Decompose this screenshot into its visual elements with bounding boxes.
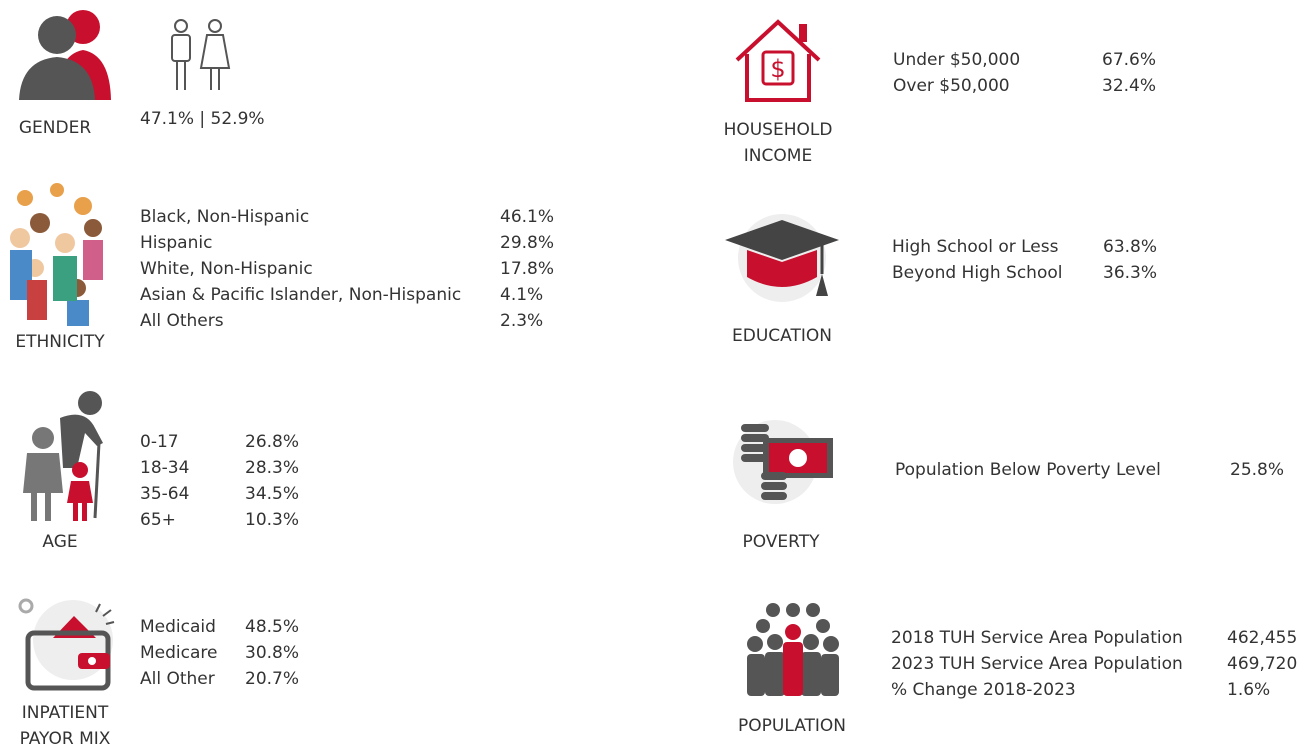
infographic: $ GENDER 47.1% | 52.9% ETHNICITY Black, Non… — [0, 0, 1312, 747]
row-value: 20.7% — [245, 666, 299, 692]
row-label: 18-34 — [140, 455, 189, 481]
row-value: 48.5% — [245, 614, 299, 640]
row-label: All Others — [140, 308, 224, 334]
row-value: 29.8% — [500, 230, 554, 256]
row-value: 17.8% — [500, 256, 554, 282]
cap-icon — [722, 212, 842, 304]
row-value: 63.8% — [1103, 234, 1157, 260]
row-value: 46.1% — [500, 204, 554, 230]
row-label: Black, Non-Hispanic — [140, 204, 309, 230]
section-label: GENDER — [0, 115, 115, 141]
row-label: Over $50,000 — [893, 73, 1010, 99]
row-label: Population Below Poverty Level — [895, 457, 1161, 483]
section-label: HOUSEHOLD INCOME — [713, 117, 843, 169]
row-value: 36.3% — [1103, 260, 1157, 286]
row-label: 47.1% | 52.9% — [140, 106, 265, 132]
row-value: 34.5% — [245, 481, 299, 507]
gender-icon — [15, 5, 115, 100]
section-label: POPULATION — [722, 713, 862, 739]
row-label: High School or Less — [892, 234, 1058, 260]
section-label: AGE — [0, 529, 120, 555]
house-icon: $ — [733, 18, 823, 103]
row-label: 2023 TUH Service Area Population — [891, 651, 1183, 677]
row-label: % Change 2018-2023 — [891, 677, 1076, 703]
row-label: 2018 TUH Service Area Population — [891, 625, 1183, 651]
row-label: Asian & Pacific Islander, Non-Hispanic — [140, 282, 461, 308]
row-value: 4.1% — [500, 282, 543, 308]
row-value: 2.3% — [500, 308, 543, 334]
crowd-icon — [745, 602, 841, 698]
row-value: 469,720 — [1227, 651, 1297, 677]
svg-text:$: $ — [770, 55, 785, 83]
row-label: 0-17 — [140, 429, 179, 455]
row-value: 67.6% — [1102, 47, 1156, 73]
age-icon — [15, 388, 110, 523]
row-value: 28.3% — [245, 455, 299, 481]
people-icon — [165, 18, 237, 92]
row-label: 65+ — [140, 507, 176, 533]
row-label: Medicare — [140, 640, 217, 666]
row-label: Beyond High School — [892, 260, 1062, 286]
ethnicity-icon — [5, 178, 110, 326]
row-label: Under $50,000 — [893, 47, 1020, 73]
row-value: 32.4% — [1102, 73, 1156, 99]
row-value: 30.8% — [245, 640, 299, 666]
row-label: Medicaid — [140, 614, 216, 640]
row-value: 26.8% — [245, 429, 299, 455]
section-label: POVERTY — [716, 529, 846, 555]
row-value: 462,455 — [1227, 625, 1297, 651]
row-value: 1.6% — [1227, 677, 1270, 703]
row-label: White, Non-Hispanic — [140, 256, 313, 282]
section-label: ETHNICITY — [0, 329, 120, 355]
row-label: Hispanic — [140, 230, 212, 256]
section-label: EDUCATION — [717, 323, 847, 349]
wallet-icon — [8, 598, 118, 693]
money-icon — [733, 416, 838, 511]
row-label: All Other — [140, 666, 215, 692]
row-label: 35-64 — [140, 481, 189, 507]
row-value: 10.3% — [245, 507, 299, 533]
row-value: 25.8% — [1230, 457, 1284, 483]
section-label: INPATIENT PAYOR MIX — [5, 700, 125, 747]
